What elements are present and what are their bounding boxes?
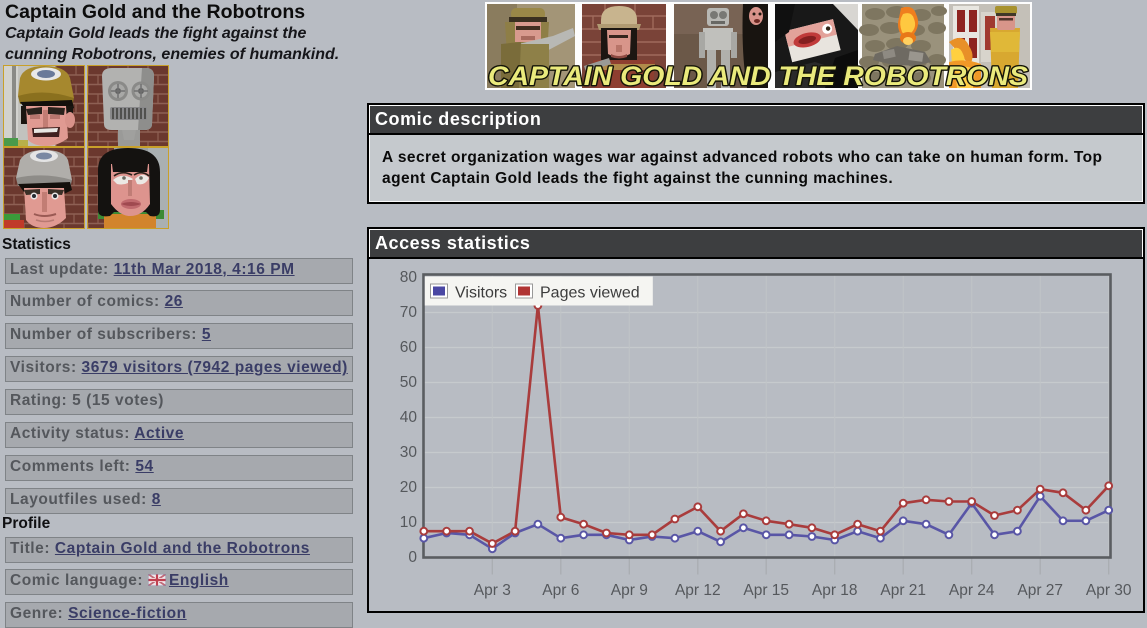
- svg-text:20: 20: [400, 479, 418, 496]
- svg-text:Apr 15: Apr 15: [743, 582, 789, 599]
- svg-text:Apr 3: Apr 3: [474, 582, 511, 599]
- svg-text:Apr 12: Apr 12: [675, 582, 721, 599]
- svg-text:Pages viewed: Pages viewed: [540, 285, 640, 302]
- svg-text:Apr 6: Apr 6: [542, 582, 579, 599]
- svg-text:30: 30: [400, 444, 418, 461]
- svg-text:CAPTAIN GOLD AND THE ROBOTRONS: CAPTAIN GOLD AND THE ROBOTRONS: [488, 61, 1028, 90]
- svg-text:60: 60: [400, 339, 418, 356]
- svg-text:Apr 18: Apr 18: [812, 582, 858, 599]
- svg-text:10: 10: [400, 514, 418, 531]
- svg-text:Apr 9: Apr 9: [611, 582, 648, 599]
- svg-text:40: 40: [400, 409, 418, 426]
- svg-text:Apr 30: Apr 30: [1086, 582, 1132, 599]
- svg-text:Apr 21: Apr 21: [880, 582, 926, 599]
- svg-text:80: 80: [400, 269, 418, 286]
- svg-text:0: 0: [408, 549, 417, 566]
- svg-text:CAPTAIN GOLD AND THE ROBOTRONS: CAPTAIN GOLD AND THE ROBOTRONS: [488, 61, 1028, 90]
- svg-text:Apr 24: Apr 24: [949, 582, 995, 599]
- svg-text:Apr 27: Apr 27: [1017, 582, 1063, 599]
- svg-text:70: 70: [400, 304, 418, 321]
- svg-text:50: 50: [400, 374, 418, 391]
- svg-text:Visitors: Visitors: [455, 285, 507, 302]
